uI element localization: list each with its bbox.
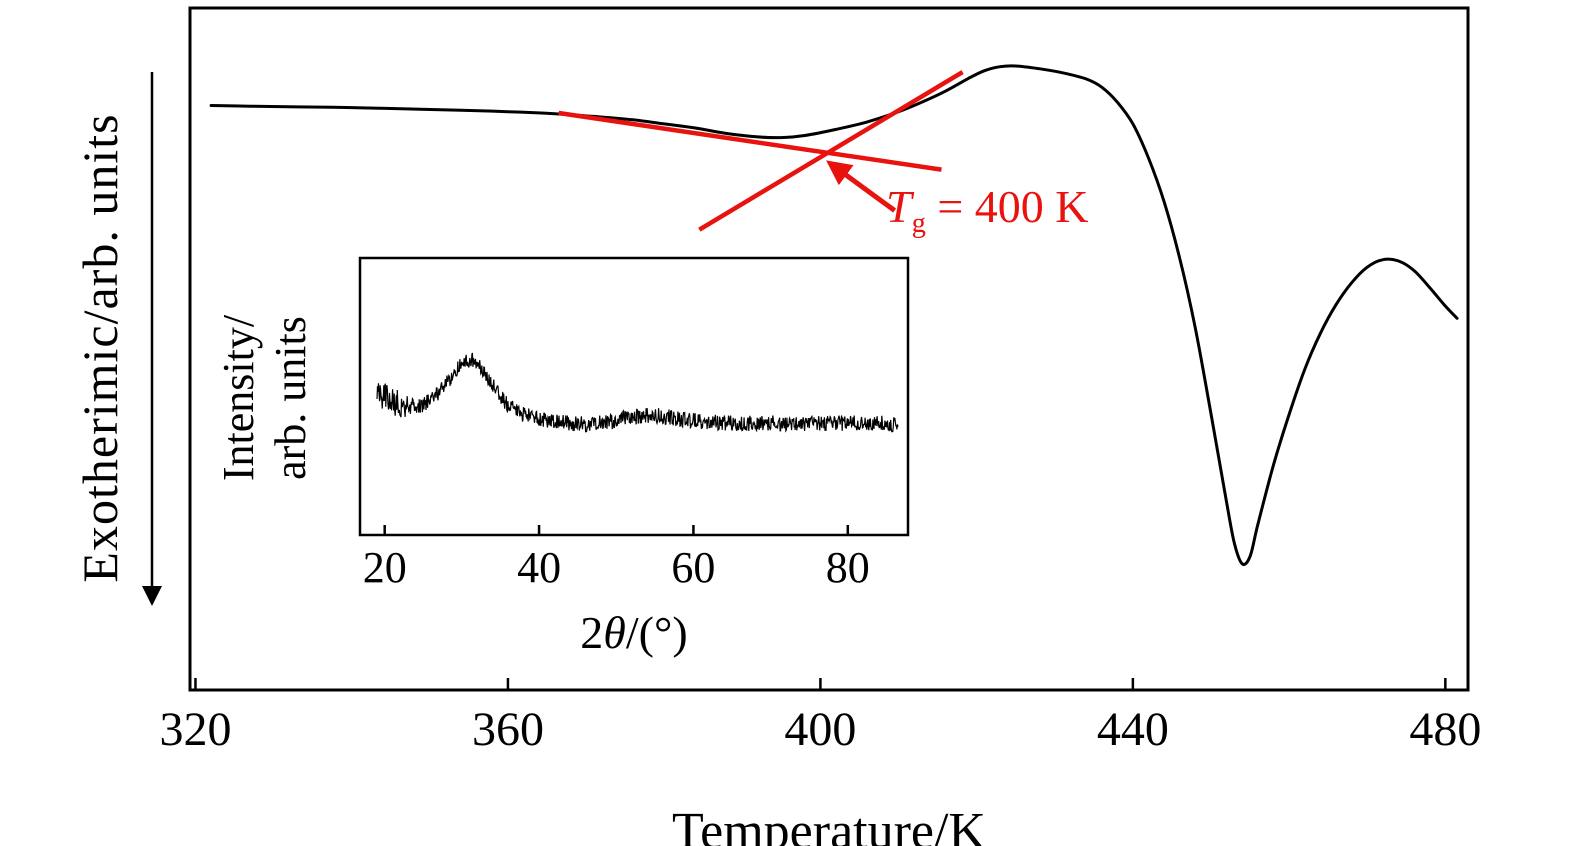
- x-tick-label-main: 480: [1409, 703, 1482, 756]
- x-axis-label: Temperature/K: [672, 803, 986, 846]
- x-tick-label-main: 360: [471, 703, 544, 756]
- tangent-line-1: [558, 110, 942, 172]
- inset-xlabel-pre: 2: [580, 607, 604, 658]
- inset-plot-frame: [358, 256, 910, 537]
- x-tick-label-inset: 80: [825, 543, 870, 592]
- tangent-line-2: [698, 70, 964, 232]
- x-tick-label-main: 320: [159, 703, 232, 756]
- inset-ylabel-line1: Intensity/: [214, 314, 263, 482]
- x-tick-label-inset: 40: [517, 543, 562, 592]
- inset-ylabel-line2: arb. units: [266, 316, 315, 480]
- xrd-trace: [376, 352, 899, 433]
- x-tick-label-main: 400: [784, 703, 857, 756]
- tg-annotation-label: Tg = 400 K: [886, 180, 1089, 240]
- tg-arrow: [826, 160, 897, 213]
- y-axis-label: Exotherimic/arb. units: [72, 113, 128, 583]
- tg-subscript: g: [911, 208, 926, 240]
- inset-xlabel-theta: θ: [603, 607, 626, 658]
- inset-panel: [360, 258, 908, 535]
- x-tick-label-inset: 20: [362, 543, 407, 592]
- inset-xlabel-post: /(°): [625, 607, 688, 658]
- dsc-curve: [209, 64, 1459, 566]
- inset-x-axis-label: 2θ/(°): [580, 606, 687, 659]
- inset-y-axis-label: Intensity/ arb. units: [213, 315, 317, 481]
- tg-symbol: T: [886, 181, 912, 232]
- x-tick-label-main: 440: [1096, 703, 1169, 756]
- main-plot-frame: [188, 6, 1470, 692]
- tg-value: = 400 K: [925, 181, 1089, 232]
- x-tick-label-inset: 60: [671, 543, 716, 592]
